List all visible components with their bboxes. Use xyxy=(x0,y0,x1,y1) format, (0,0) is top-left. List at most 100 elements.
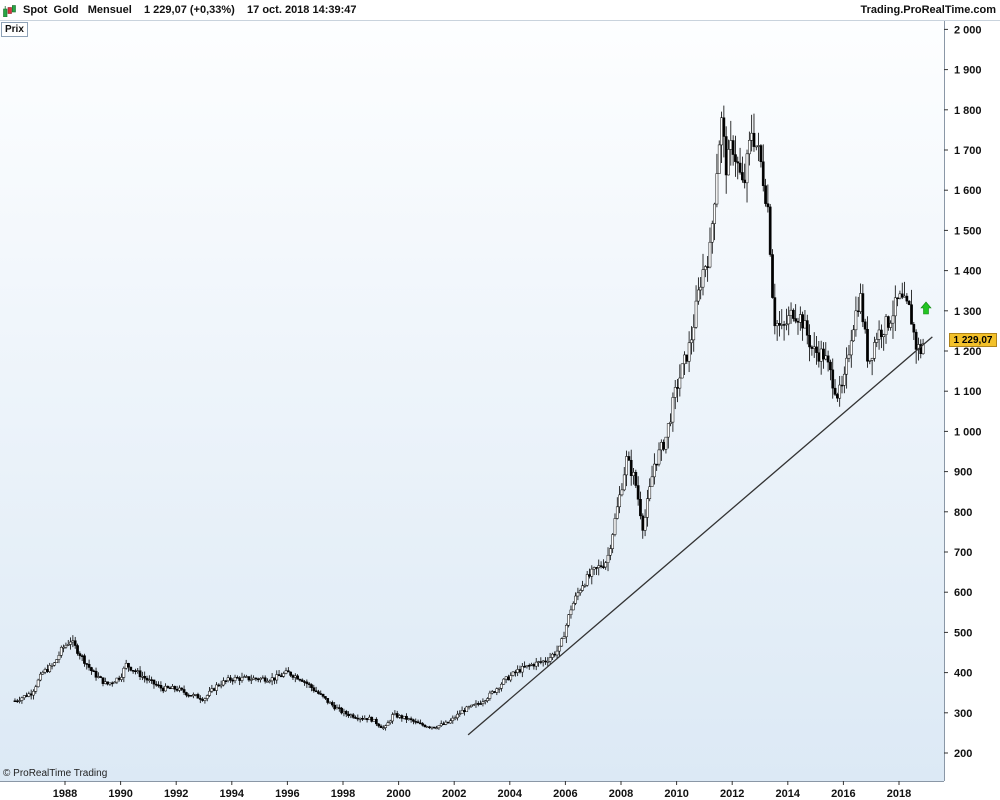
candle xyxy=(446,721,450,724)
candle xyxy=(678,364,682,397)
x-tick-label: 2016 xyxy=(831,788,855,800)
candle xyxy=(842,366,846,394)
candle xyxy=(57,651,61,664)
candle xyxy=(703,265,707,278)
x-tick-label: 2008 xyxy=(609,788,633,800)
candle xyxy=(115,677,119,685)
candle xyxy=(166,685,170,689)
candle xyxy=(555,645,559,660)
candle xyxy=(254,677,258,682)
candle xyxy=(145,675,149,684)
candle xyxy=(727,139,730,176)
candle xyxy=(185,691,188,698)
candle xyxy=(900,282,904,300)
candle xyxy=(708,227,712,269)
candle xyxy=(326,698,330,705)
candle xyxy=(794,304,798,324)
candle xyxy=(627,451,631,462)
candle xyxy=(606,547,610,572)
candle xyxy=(873,336,876,362)
candle xyxy=(180,687,184,691)
x-axis-panel xyxy=(0,781,944,800)
y-tick-label: 1 900 xyxy=(954,65,982,77)
candle xyxy=(713,202,716,241)
y-tick-label: 400 xyxy=(954,668,972,680)
candle xyxy=(870,357,874,376)
x-tick-label: 1996 xyxy=(275,788,299,800)
x-tick-label: 1988 xyxy=(53,788,77,800)
candle xyxy=(764,178,767,207)
candle xyxy=(55,659,59,664)
candle xyxy=(567,614,570,628)
candle xyxy=(198,695,202,704)
candle xyxy=(692,314,696,352)
candle xyxy=(99,675,103,678)
candle xyxy=(625,450,628,487)
candle xyxy=(324,696,327,701)
x-tick-label: 2000 xyxy=(386,788,410,800)
candle xyxy=(509,672,513,683)
candle xyxy=(655,463,659,471)
candle xyxy=(622,467,626,492)
candle xyxy=(875,332,879,348)
candle xyxy=(344,709,348,718)
candle xyxy=(310,683,313,692)
candle xyxy=(435,725,438,730)
candle xyxy=(690,326,693,355)
candle xyxy=(680,363,684,379)
candle xyxy=(653,453,656,485)
trend-line[interactable] xyxy=(467,336,933,736)
candle xyxy=(113,681,116,684)
y-tick-label: 1 400 xyxy=(954,266,982,278)
y-tick-label: 200 xyxy=(954,748,972,760)
candle xyxy=(189,695,193,697)
candle xyxy=(78,651,82,660)
candle xyxy=(731,135,735,166)
candle xyxy=(808,324,811,362)
candle xyxy=(694,285,698,329)
candle xyxy=(520,662,524,678)
candle xyxy=(574,592,577,606)
candle xyxy=(608,544,612,561)
candle xyxy=(741,156,744,183)
candle xyxy=(87,659,91,671)
candle xyxy=(882,333,886,351)
candle xyxy=(296,674,299,680)
candle xyxy=(381,725,385,731)
candle xyxy=(229,675,232,683)
candle xyxy=(127,662,130,672)
candle xyxy=(384,724,387,731)
candle xyxy=(305,679,309,688)
candle xyxy=(618,486,621,514)
candle xyxy=(469,704,473,708)
x-tick-label: 2014 xyxy=(776,788,801,800)
candle xyxy=(275,670,279,684)
candle xyxy=(752,113,756,152)
candle xyxy=(699,277,703,300)
candle xyxy=(286,667,290,673)
candle xyxy=(673,379,677,410)
candle xyxy=(581,580,584,592)
candle xyxy=(412,718,415,725)
candle xyxy=(405,713,408,723)
candle xyxy=(562,631,566,639)
candle xyxy=(215,682,218,695)
candle xyxy=(205,694,209,702)
candle xyxy=(639,491,642,520)
candle xyxy=(664,436,668,454)
y-tick-label: 1 300 xyxy=(954,306,982,318)
candle xyxy=(32,689,35,700)
candle xyxy=(768,203,772,257)
candle xyxy=(351,713,355,719)
candle xyxy=(219,680,223,689)
candle xyxy=(83,653,86,667)
candle xyxy=(604,560,608,570)
candle xyxy=(312,684,316,693)
candle xyxy=(551,652,554,661)
candle xyxy=(766,184,770,213)
candle xyxy=(240,672,244,683)
candle xyxy=(375,717,378,727)
candle xyxy=(497,687,501,694)
